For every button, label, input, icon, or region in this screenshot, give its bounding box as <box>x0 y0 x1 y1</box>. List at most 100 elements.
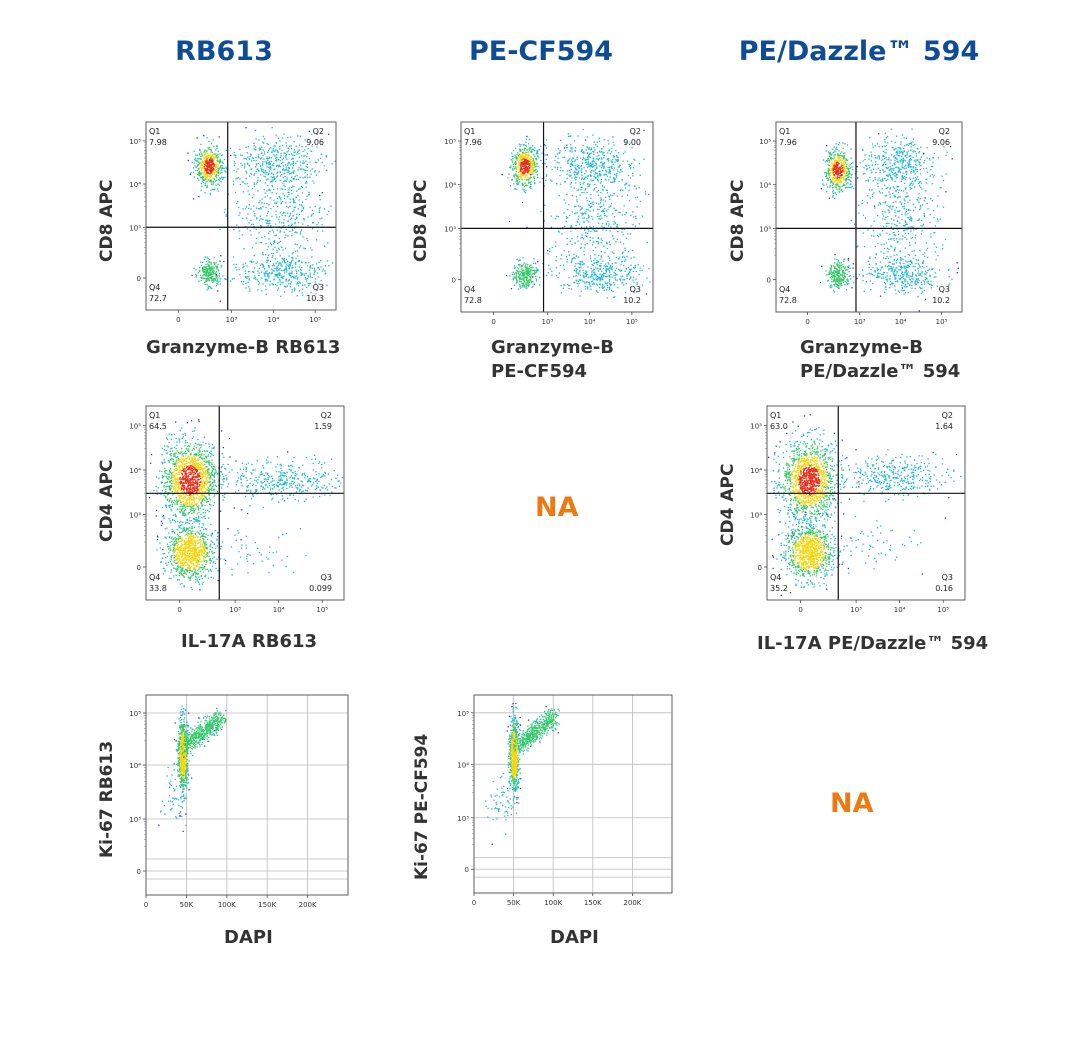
data-point <box>201 177 204 179</box>
data-point <box>583 221 585 223</box>
data-point <box>244 163 246 165</box>
data-point <box>570 182 573 184</box>
data-point <box>608 206 610 208</box>
data-point <box>245 272 247 275</box>
data-point <box>845 165 847 167</box>
data-point <box>251 261 253 264</box>
data-point <box>286 171 288 173</box>
data-point <box>215 163 218 165</box>
data-point <box>883 162 885 164</box>
data-point <box>826 160 828 162</box>
y-tick-label: 10³ <box>129 224 141 232</box>
data-point <box>583 181 585 184</box>
data-point <box>884 145 886 147</box>
data-point <box>212 173 214 175</box>
data-point <box>592 134 594 136</box>
data-point <box>588 216 590 218</box>
data-point <box>613 179 616 181</box>
data-point <box>205 181 207 183</box>
data-point <box>274 235 276 237</box>
data-point <box>519 145 521 147</box>
data-point <box>306 237 308 240</box>
data-point <box>828 272 830 275</box>
data-point <box>261 263 263 265</box>
data-point <box>856 171 858 173</box>
data-point <box>521 153 523 155</box>
data-point <box>624 260 626 262</box>
data-point <box>596 262 598 264</box>
data-point <box>278 237 280 240</box>
data-point <box>279 262 282 264</box>
data-point <box>319 207 321 209</box>
data-point <box>522 257 524 259</box>
data-point <box>213 163 215 166</box>
data-point <box>309 247 312 249</box>
data-point <box>825 183 828 185</box>
data-point <box>243 266 245 268</box>
data-point <box>219 159 221 161</box>
data-point <box>512 158 514 160</box>
data-point <box>907 144 910 146</box>
data-point <box>577 172 580 174</box>
data-point <box>217 171 219 173</box>
data-point <box>941 175 943 177</box>
data-point <box>621 252 623 255</box>
data-point <box>865 165 867 167</box>
data-point <box>308 158 310 160</box>
data-point <box>605 282 607 285</box>
data-point <box>536 163 539 165</box>
y-tick-label: 10⁵ <box>444 138 456 146</box>
data-point <box>276 165 278 167</box>
data-point <box>211 280 213 282</box>
data-point <box>276 154 278 156</box>
data-point <box>581 263 583 266</box>
data-point <box>271 164 273 166</box>
data-point <box>635 278 637 280</box>
data-point <box>202 274 204 277</box>
data-point <box>253 194 255 196</box>
data-point <box>200 155 202 157</box>
data-point <box>196 137 198 139</box>
data-point <box>273 279 275 281</box>
y-tick-label: 10³ <box>444 225 456 233</box>
data-point <box>574 164 576 166</box>
data-point <box>837 173 839 175</box>
data-point <box>523 185 525 188</box>
data-point <box>200 264 202 267</box>
data-point <box>216 268 218 270</box>
data-point <box>312 213 314 215</box>
data-point <box>605 189 608 191</box>
data-point <box>910 143 913 145</box>
data-point <box>268 157 271 160</box>
data-point <box>273 264 275 266</box>
data-point <box>533 169 535 171</box>
data-point <box>852 162 854 164</box>
data-point <box>201 177 203 179</box>
data-point <box>840 262 843 264</box>
data-point <box>246 265 248 267</box>
data-point <box>574 150 576 152</box>
data-point <box>583 275 585 277</box>
data-point <box>320 153 322 155</box>
data-point <box>290 217 293 220</box>
data-point <box>614 161 616 163</box>
data-point <box>216 275 218 277</box>
data-point <box>256 237 258 239</box>
data-point <box>560 258 562 260</box>
data-point <box>280 199 282 201</box>
data-point <box>523 167 526 170</box>
data-point <box>606 247 609 250</box>
data-point <box>568 276 570 279</box>
quadrant-name-q1: Q1 <box>149 127 160 136</box>
data-point <box>225 167 227 170</box>
data-point <box>215 157 217 159</box>
data-point <box>277 264 279 266</box>
data-point <box>566 144 568 146</box>
data-point <box>602 199 604 201</box>
data-point <box>197 174 199 176</box>
data-point <box>224 176 226 179</box>
data-point <box>832 183 835 185</box>
data-point <box>519 285 521 287</box>
data-point <box>209 148 211 151</box>
data-point <box>517 157 519 159</box>
